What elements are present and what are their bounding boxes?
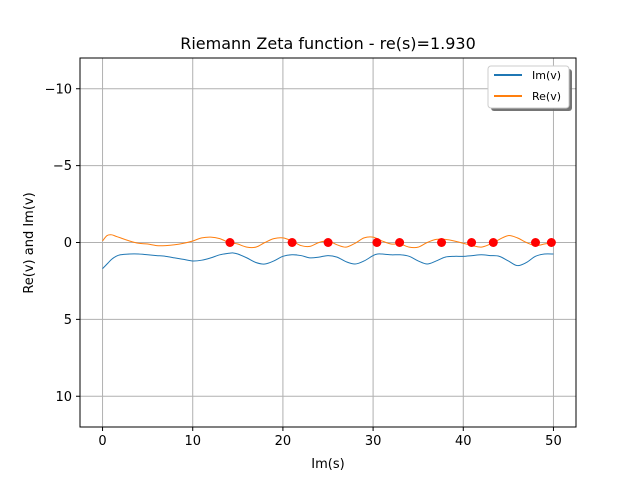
legend: Im(v) Re(v) <box>487 65 572 111</box>
legend-label-re: Re(v) <box>532 90 561 103</box>
zero-marker <box>287 238 297 247</box>
zero-marker <box>488 238 498 247</box>
grid <box>80 58 576 427</box>
zero-marker <box>395 238 405 247</box>
zero-marker <box>372 238 382 247</box>
zero-marker <box>323 238 333 247</box>
legend-label-im: Im(v) <box>532 69 561 82</box>
x-tick-label: 0 <box>98 434 106 449</box>
x-tick-label: 20 <box>275 434 292 449</box>
legend-box <box>487 65 570 109</box>
y-tick-label: −5 <box>53 159 72 174</box>
zero-marker <box>437 238 447 247</box>
x-tick-label: 40 <box>455 434 472 449</box>
x-axis-label: Im(s) <box>311 457 344 472</box>
y-tick-label: 0 <box>64 236 72 251</box>
zero-marker <box>531 238 541 247</box>
chart-title: Riemann Zeta function - re(s)=1.930 <box>180 34 476 53</box>
y-axis-ticks: −10 −5 0 5 10 <box>45 82 80 405</box>
zero-marker <box>546 238 556 247</box>
x-tick-label: 30 <box>365 434 382 449</box>
y-tick-label: 5 <box>64 313 72 328</box>
x-tick-label: 10 <box>184 434 201 449</box>
zero-marker <box>467 238 477 247</box>
series-line-im <box>102 252 554 269</box>
zeros-layer <box>225 238 556 247</box>
zero-marker <box>225 238 235 247</box>
y-tick-label: 10 <box>55 390 72 405</box>
x-axis-ticks: 0 10 20 30 40 50 <box>98 427 562 449</box>
y-axis-label: Re(v) and Im(v) <box>22 192 37 293</box>
x-tick-label: 50 <box>545 434 562 449</box>
y-tick-label: −10 <box>45 82 72 97</box>
